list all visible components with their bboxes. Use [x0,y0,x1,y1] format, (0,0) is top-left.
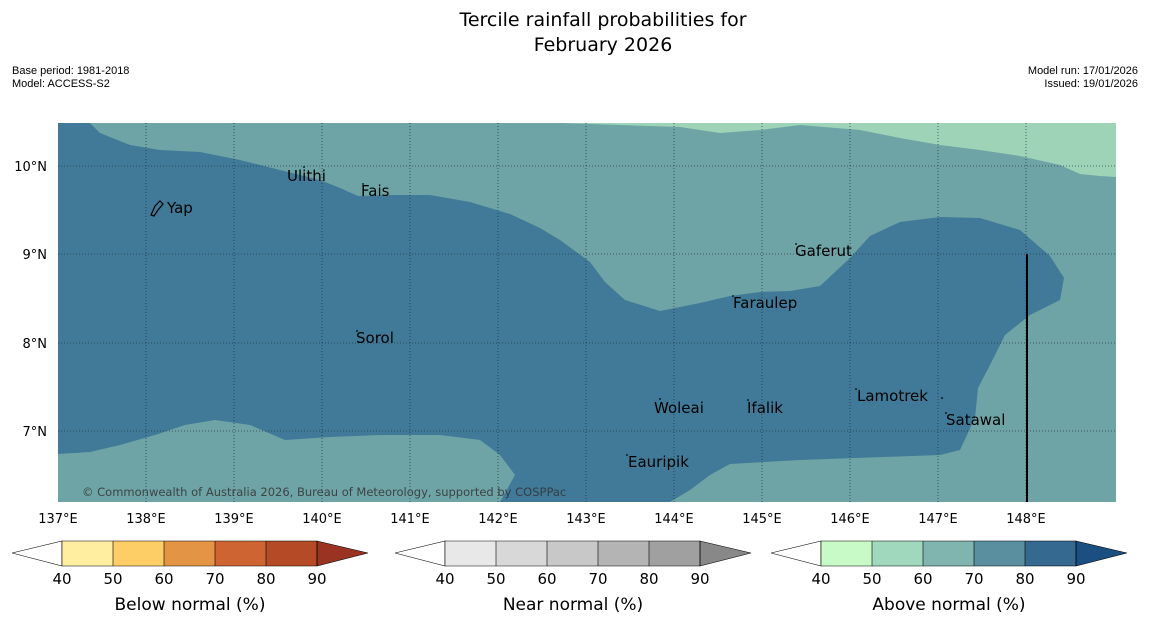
above-legend-label: Above normal (%) [872,595,1025,615]
above-swatch-lt40 [770,540,822,567]
below-tick-70: 70 [205,570,224,588]
above-swatch-50-60 [872,541,923,566]
place-satawal: Satawal [946,411,1005,429]
below-tick-80: 80 [256,570,275,588]
near-swatch-gt90 [699,540,752,567]
near-tick-40: 40 [435,570,454,588]
near-tick-70: 70 [588,570,607,588]
lon-label-142e: 142°E [478,512,518,527]
below-tick-40: 40 [52,570,71,588]
legend-near-normal: 40 50 60 70 80 90 Near normal (%) [394,540,752,615]
meta-right: Model run: 17/01/2026 Issued: 19/01/2026 [1028,65,1138,91]
place-fais: Fais [361,182,390,200]
lat-label-9n: 9°N [23,248,48,263]
lon-label-138e: 138°E [126,512,166,527]
lon-label-139e: 139°E [214,512,254,527]
below-swatch-gt90 [316,540,369,567]
place-yap: Yap [166,199,193,217]
copyright-notice: © Commonwealth of Australia 2026, Bureau… [82,485,566,499]
legend-above-normal: 40 50 60 70 80 90 Above normal (%) [770,540,1128,615]
above-tick-80: 80 [1015,570,1034,588]
above-tick-50: 50 [862,570,881,588]
below-swatch-lt40 [11,540,63,567]
gridlines [58,123,1116,502]
issued-date: Issued: 19/01/2026 [1044,78,1138,90]
above-swatch-70-80 [974,541,1025,566]
above-tick-60: 60 [913,570,932,588]
near-swatch-50-60 [496,541,547,566]
lon-label-148e: 148°E [1006,512,1046,527]
place-gaferut: Gaferut [795,242,852,260]
lat-label-10n: 10°N [14,160,47,175]
place-sorol: Sorol [356,329,394,347]
place-eauripik: Eauripik [628,453,689,471]
map-frame[interactable]: Yap Ulithi Fais Gaferut Faraulep Sorol L… [58,123,1116,502]
lat-label-7n: 7°N [23,425,48,440]
lon-label-147e: 147°E [918,512,958,527]
lon-label-144e: 144°E [654,512,694,527]
below-swatch-40-50 [62,541,113,566]
title-line-2: February 2026 [533,34,673,56]
near-legend-label: Near normal (%) [503,595,643,615]
below-legend-label: Below normal (%) [115,595,266,615]
place-lamotrek: Lamotrek [857,387,928,405]
below-swatch-60-70 [164,541,215,566]
below-swatch-80-90 [266,541,317,566]
zone-above-50-60 [560,123,1116,177]
near-tick-80: 80 [639,570,658,588]
lon-label-140e: 140°E [302,512,342,527]
lon-label-137e: 137°E [38,512,78,527]
place-ulithi: Ulithi [287,167,326,185]
above-swatch-40-50 [821,541,872,566]
near-swatch-lt40 [394,540,446,567]
map-title: Tercile rainfall probabilities for Febru… [0,8,1150,58]
near-tick-50: 50 [486,570,505,588]
below-tick-50: 50 [103,570,122,588]
title-line-1: Tercile rainfall probabilities for [459,9,747,31]
above-tick-70: 70 [964,570,983,588]
below-swatch-70-80 [215,541,266,566]
above-tick-90: 90 [1066,570,1085,588]
above-swatch-80-90 [1025,541,1076,566]
below-tick-90: 90 [307,570,326,588]
near-swatch-40-50 [445,541,496,566]
above-swatch-60-70 [923,541,974,566]
near-tick-60: 60 [537,570,556,588]
zone-above-80-90 [58,123,1064,502]
lon-label-146e: 146°E [830,512,870,527]
lon-label-145e: 145°E [742,512,782,527]
above-tick-40: 40 [811,570,830,588]
below-swatch-50-60 [113,541,164,566]
model-name: Model: ACCESS-S2 [12,78,110,90]
place-faraulep: Faraulep [733,294,797,312]
legend-below-normal: 40 50 60 70 80 90 Below normal (%) [11,540,369,615]
below-tick-60: 60 [154,570,173,588]
place-woleai: Woleai [654,399,704,417]
yap-island-shape [150,200,164,217]
near-swatch-80-90 [649,541,700,566]
lon-label-143e: 143°E [566,512,606,527]
model-run: Model run: 17/01/2026 [1027,65,1138,77]
near-swatch-60-70 [547,541,598,566]
meta-left: Base period: 1981-2018 Model: ACCESS-S2 [12,65,129,91]
near-tick-90: 90 [690,570,709,588]
lon-label-141e: 141°E [390,512,430,527]
place-ifalik: Ifalik [747,399,783,417]
above-swatch-gt90 [1075,540,1128,567]
island-markers [303,166,947,456]
base-period: Base period: 1981-2018 [12,65,130,77]
near-swatch-70-80 [598,541,649,566]
lat-label-8n: 8°N [23,337,48,352]
